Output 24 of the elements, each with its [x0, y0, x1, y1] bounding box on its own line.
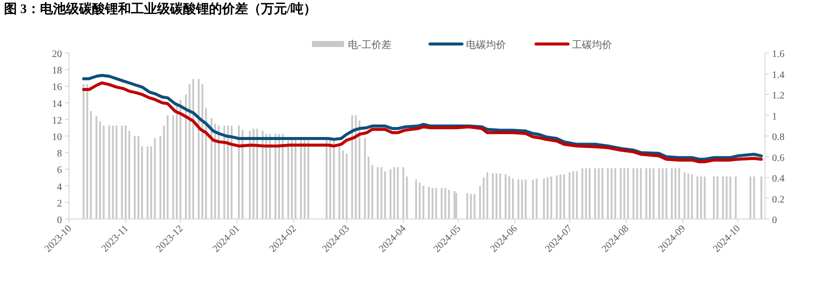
y-tick-label: 18 [52, 66, 62, 77]
y-tick-label: 4 [57, 182, 62, 193]
chart-title: 图 3：电池级碳酸锂和工业级碳酸锂的价差（万元/吨） [4, 1, 316, 16]
legend-label: 电碳均价 [466, 39, 506, 51]
y2-tick-label: 0 [772, 215, 777, 226]
y-tick-label: 6 [57, 165, 62, 176]
legend-label: 电-工价差 [348, 39, 392, 51]
y-tick-label: 2 [57, 198, 62, 210]
y2-tick-label: 1.2 [772, 90, 784, 102]
y2-tick-label: 0.8 [772, 132, 784, 143]
y2-tick-label: 0.4 [772, 174, 784, 184]
y-tick-label: 0 [57, 215, 62, 226]
legend-label: 工碳均价 [572, 39, 612, 51]
y-tick-label: 16 [52, 82, 62, 94]
y-tick-label: 20 [52, 49, 62, 60]
y2-tick-label: 1.6 [772, 49, 784, 60]
y2-tick-label: 1 [772, 111, 777, 122]
y-tick-label: 10 [52, 132, 62, 143]
y2-tick-label: 0.2 [772, 194, 784, 206]
y-tick-label: 14 [52, 98, 62, 110]
y2-tick-label: 1.4 [772, 70, 784, 81]
y-tick-label: 12 [52, 115, 62, 126]
y2-tick-label: 0.6 [772, 152, 784, 164]
y-tick-label: 8 [57, 148, 62, 160]
